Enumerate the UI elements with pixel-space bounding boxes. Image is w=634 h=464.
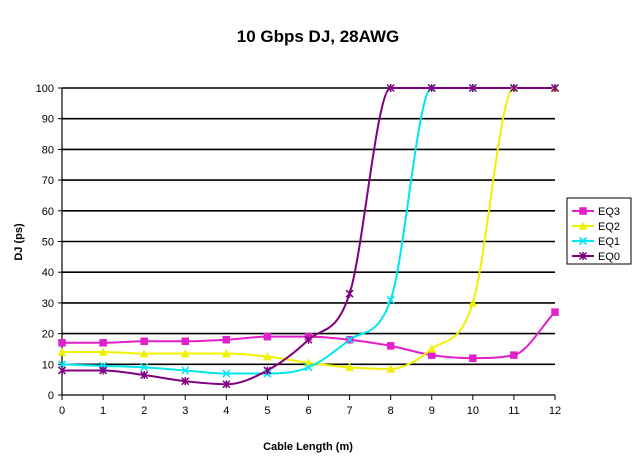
data-point-eq0 bbox=[181, 377, 190, 386]
x-tick-label: 4 bbox=[223, 405, 229, 417]
y-tick-label: 10 bbox=[42, 359, 54, 371]
data-point-eq1 bbox=[345, 335, 354, 344]
x-tick-label: 7 bbox=[347, 405, 353, 417]
y-axis-label: DJ (ps) bbox=[13, 223, 25, 261]
data-point-eq1 bbox=[304, 363, 313, 372]
y-tick-label: 40 bbox=[42, 267, 54, 279]
y-tick-label: 20 bbox=[42, 329, 54, 341]
y-tick-label: 50 bbox=[42, 237, 54, 249]
data-point-eq2 bbox=[57, 347, 67, 356]
y-tick-label: 80 bbox=[42, 144, 54, 156]
y-tick-label: 90 bbox=[42, 114, 54, 126]
data-point-eq0 bbox=[304, 335, 313, 344]
x-axis-label: Cable Length (m) bbox=[263, 441, 353, 453]
series-line-eq0 bbox=[62, 86, 555, 386]
y-tick-label: 0 bbox=[48, 390, 54, 402]
legend-marker-eq0 bbox=[578, 251, 588, 261]
x-ticks: 0 1 2 3 4 5 6 7 8 9 10 11 12 bbox=[59, 395, 561, 417]
data-point-eq0 bbox=[468, 83, 477, 93]
x-tick-label: 10 bbox=[467, 405, 479, 417]
data-point-eq0 bbox=[222, 380, 231, 389]
data-point-eq2 bbox=[180, 349, 190, 358]
y-tick-label: 30 bbox=[42, 298, 54, 310]
data-point-eq3 bbox=[263, 332, 272, 341]
chart-title: 10 Gbps DJ, 28AWG bbox=[237, 27, 400, 46]
x-tick-label: 3 bbox=[182, 405, 188, 417]
data-point-eq3 bbox=[222, 335, 231, 344]
legend-marker-eq2 bbox=[578, 221, 588, 230]
data-point-eq0 bbox=[345, 289, 354, 298]
y-ticks: 0 10 20 30 40 50 60 70 80 90 100 bbox=[36, 83, 62, 402]
data-point-eq3 bbox=[99, 339, 107, 347]
x-tick-label: 11 bbox=[508, 405, 519, 417]
data-point-eq0 bbox=[386, 83, 395, 93]
data-point-eq2 bbox=[221, 349, 231, 358]
legend-label-eq3: EQ3 bbox=[598, 206, 620, 218]
data-point-eq2 bbox=[468, 298, 478, 307]
x-tick-label: 5 bbox=[264, 405, 270, 417]
data-point-eq3 bbox=[386, 342, 395, 350]
x-tick-label: 8 bbox=[388, 405, 394, 417]
y-tick-label: 60 bbox=[42, 206, 54, 218]
data-point-eq0 bbox=[57, 366, 67, 375]
x-tick-label: 9 bbox=[429, 405, 435, 417]
series-line-eq1 bbox=[61, 86, 555, 375]
legend-marker-eq1 bbox=[578, 236, 588, 246]
x-tick-label: 2 bbox=[141, 405, 147, 417]
data-point-eq1 bbox=[181, 366, 190, 375]
legend-label-eq1: EQ1 bbox=[598, 236, 620, 248]
data-point-eq2 bbox=[427, 344, 437, 353]
y-tick-label: 70 bbox=[42, 175, 54, 187]
data-point-eq3 bbox=[181, 337, 189, 346]
series-line-eq2 bbox=[62, 86, 555, 370]
data-point-eq2 bbox=[263, 352, 272, 361]
data-point-eq1 bbox=[386, 295, 395, 304]
x-tick-label: 0 bbox=[59, 405, 65, 417]
legend-marker-eq3 bbox=[579, 207, 587, 215]
data-point-eq3 bbox=[469, 354, 477, 362]
legend-label-eq2: EQ2 bbox=[598, 221, 620, 233]
legend-label-eq0: EQ0 bbox=[598, 251, 620, 263]
data-point-eq2 bbox=[345, 362, 354, 372]
data-point-eq3 bbox=[551, 308, 559, 316]
data-point-eq1 bbox=[222, 369, 231, 378]
data-point-eq1 bbox=[57, 360, 67, 369]
data-point-eq0 bbox=[509, 83, 518, 93]
data-point-eq0 bbox=[140, 371, 149, 380]
data-point-eq0 bbox=[263, 366, 272, 375]
data-point-eq0 bbox=[99, 366, 108, 375]
data-point-eq1 bbox=[140, 363, 149, 372]
x-tick-label: 1 bbox=[100, 405, 106, 417]
x-tick-label: 12 bbox=[549, 405, 561, 417]
data-point-eq2 bbox=[139, 349, 149, 358]
legend-box bbox=[566, 197, 632, 265]
data-point-eq0 bbox=[427, 83, 436, 93]
gridlines bbox=[62, 87, 555, 366]
series-markers bbox=[57, 83, 560, 389]
data-point-eq3 bbox=[58, 339, 66, 347]
legend: EQ3 EQ2 EQ1 EQ0 bbox=[566, 197, 632, 265]
data-point-eq2 bbox=[386, 364, 396, 373]
data-point-eq3 bbox=[140, 337, 148, 346]
data-point-eq0 bbox=[550, 83, 560, 93]
y-tick-label: 100 bbox=[36, 83, 54, 95]
data-point-eq3 bbox=[510, 351, 518, 359]
data-point-eq2 bbox=[98, 347, 108, 356]
x-tick-label: 6 bbox=[305, 405, 311, 417]
